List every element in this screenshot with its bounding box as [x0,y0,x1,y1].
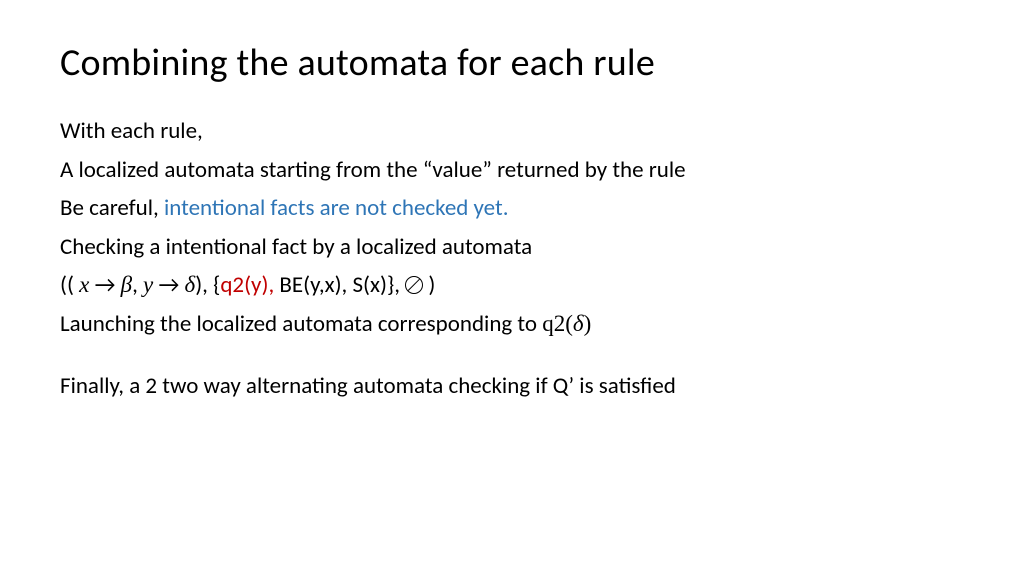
l5-x: x [79,272,89,297]
l5-end: ) [423,271,435,299]
l6-q2-close: ) [584,311,592,336]
line-6: Launching the localized automata corresp… [60,307,964,342]
line-1: With each rule, [60,114,964,149]
l5-y: y [143,272,153,297]
l5-q2y: q2(y), [220,271,274,299]
line-7: Finally, a 2 two way alternating automat… [60,369,964,404]
line-3: Be careful, intentional facts are not ch… [60,191,964,226]
l6-q2-open: q2( [542,311,573,336]
line-2: A localized automata starting from the “… [60,153,964,188]
line-3-prefix: Be careful, [60,194,164,222]
l5-beta: β [121,272,132,297]
l5-arrow1: → [89,271,120,299]
l5-close1: ), { [195,271,220,299]
l5-comma1: , [132,271,143,299]
spacer [60,345,964,369]
l6-prefix: Launching the localized automata corresp… [60,310,542,338]
l5-rest: BE(y,x), S(x)}, [274,271,405,299]
l5-arrow2: → [153,271,184,299]
l5-delta: δ [184,272,195,297]
line-4: Checking a intentional fact by a localiz… [60,230,964,265]
slide: Combining the automata for each rule Wit… [0,0,1024,576]
slide-title: Combining the automata for each rule [60,40,964,86]
empty-set-icon [405,276,423,294]
l6-delta: δ [573,311,584,336]
line-5: (( x → β, y → δ), {q2(y), BE(y,x), S(x)}… [60,268,964,303]
l5-open: (( [60,271,79,299]
line-3-highlight: intentional facts are not checked yet. [164,194,509,222]
slide-body: With each rule, A localized automata sta… [60,114,964,404]
